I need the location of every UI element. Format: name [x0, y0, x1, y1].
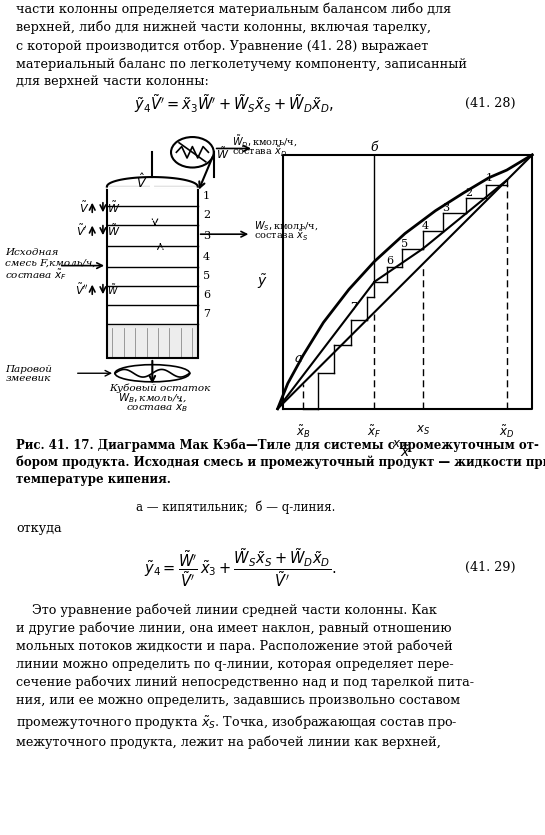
Text: 1: 1 [203, 191, 210, 201]
Text: 5: 5 [203, 271, 210, 281]
Text: (41. 28): (41. 28) [465, 97, 516, 110]
Text: 4: 4 [422, 221, 429, 231]
Text: $W_B,$кмоль/ч,: $W_B,$кмоль/ч, [118, 392, 186, 405]
Text: 5: 5 [401, 239, 409, 249]
Text: $x_S$: $x_S$ [416, 424, 430, 438]
Text: состава $\tilde{x}_S$: состава $\tilde{x}_S$ [254, 229, 308, 244]
Text: $\tilde{W}$: $\tilde{W}$ [216, 145, 230, 161]
Text: $\tilde{W}$: $\tilde{W}$ [107, 223, 120, 238]
Text: 6: 6 [386, 256, 393, 266]
Text: 2: 2 [465, 188, 472, 198]
Text: Паровой: Паровой [5, 365, 52, 374]
Text: $x_2$: $x_2$ [392, 439, 405, 453]
Text: $W_S,$кмоль/ч,: $W_S,$кмоль/ч, [254, 220, 318, 233]
Text: $\tilde{x}_B$: $\tilde{x}_B$ [296, 424, 310, 441]
Text: $\tilde{V}'$: $\tilde{V}'$ [76, 223, 88, 238]
Text: откуда: откуда [16, 522, 62, 535]
Text: 3: 3 [442, 203, 449, 213]
Text: $\tilde{x}_F$: $\tilde{x}_F$ [367, 424, 382, 441]
Text: состава $\tilde{x}_D$: состава $\tilde{x}_D$ [232, 144, 288, 159]
Text: (41. 29): (41. 29) [465, 561, 516, 574]
Text: $\tilde{W}_D,$кмоль/ч,: $\tilde{W}_D,$кмоль/ч, [232, 134, 298, 150]
Text: Кубовый остаток: Кубовый остаток [110, 384, 211, 393]
Text: Это уравнение рабочей линии средней части колонны. Как
и другие рабочие линии, о: Это уравнение рабочей линии средней част… [16, 604, 474, 749]
Text: $\hat{V}$: $\hat{V}$ [136, 173, 147, 191]
Text: $\tilde{V}''$: $\tilde{V}''$ [75, 282, 89, 297]
Text: а — кипятильник;  б — q-линия.: а — кипятильник; б — q-линия. [136, 500, 336, 514]
Text: Рис. 41. 17. Диаграмма Мак Кэба—Тиле для системы с промежуточным от-
бором проду: Рис. 41. 17. Диаграмма Мак Кэба—Тиле для… [16, 438, 545, 485]
Text: змеевик: змеевик [5, 374, 51, 383]
Text: смесь F,кмоль/ч,: смесь F,кмоль/ч, [5, 258, 96, 267]
Text: 7: 7 [350, 302, 358, 312]
Text: $\tilde{y}_4\tilde{V}' = \tilde{x}_3\tilde{W}' + \tilde{W}_S\tilde{x}_S + \tilde: $\tilde{y}_4\tilde{V}' = \tilde{x}_3\til… [135, 92, 334, 115]
Text: б: б [371, 141, 378, 154]
Text: 1: 1 [486, 173, 493, 183]
Text: $\tilde{y}$: $\tilde{y}$ [257, 272, 268, 291]
Bar [107, 186, 198, 358]
Text: 2: 2 [203, 210, 210, 220]
Text: $\tilde{W}$: $\tilde{W}$ [107, 282, 119, 297]
Text: состава $\tilde{x}_F$: состава $\tilde{x}_F$ [5, 266, 68, 281]
Text: 7: 7 [203, 309, 210, 319]
Text: состава $\tilde{x}_B$: состава $\tilde{x}_B$ [126, 399, 188, 414]
Text: $\tilde{W}$: $\tilde{W}$ [107, 200, 120, 215]
Text: $\tilde{y}_4 = \dfrac{\tilde{W}'}{\tilde{V}'}\,\tilde{x}_3 + \dfrac{\tilde{W}_S\: $\tilde{y}_4 = \dfrac{\tilde{W}'}{\tilde… [144, 546, 336, 590]
Text: $\tilde{V}$: $\tilde{V}$ [79, 200, 89, 215]
Text: 3: 3 [203, 231, 210, 241]
Text: $\tilde{x}_D$: $\tilde{x}_D$ [499, 424, 514, 441]
Text: 4: 4 [203, 252, 210, 262]
Text: Исходная: Исходная [5, 248, 59, 257]
Text: 6: 6 [203, 290, 210, 300]
Text: a: a [294, 352, 302, 365]
Text: части колонны определяется материальным балансом либо для
верхней, либо для нижн: части колонны определяется материальным … [16, 3, 468, 89]
Text: $\tilde{x}$: $\tilde{x}$ [399, 444, 410, 460]
